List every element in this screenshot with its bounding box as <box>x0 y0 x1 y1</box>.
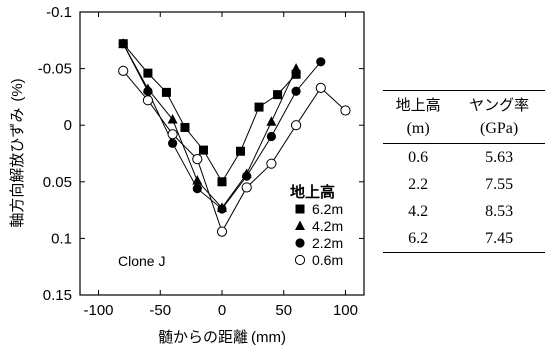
y-tick-label: -0.05 <box>38 61 72 78</box>
axis-ticks: -100 -50 0 50 100 -0.1 -0.05 0 0.05 0.1 0.15 <box>38 4 364 319</box>
series-2.2m <box>118 39 326 214</box>
cell-modulus: 8.53 <box>485 203 514 220</box>
x-axis-label-text: 髄からの距離 <box>158 328 248 346</box>
legend-label: 0.6m <box>312 252 343 268</box>
cell-height: 6.2 <box>383 225 454 253</box>
legend-label: 4.2m <box>312 218 343 234</box>
data-point <box>216 226 228 237</box>
legend-marker <box>295 238 305 248</box>
header-modulus: ヤング率 <box>453 90 545 117</box>
cell-modulus: 5.63 <box>485 149 514 166</box>
data-point <box>217 177 227 187</box>
legend-marker <box>294 254 306 266</box>
data-point <box>142 95 154 106</box>
x-axis-unit: (mm) <box>251 329 286 346</box>
y-tick-label: -0.1 <box>46 4 72 21</box>
x-tick-label: -100 <box>84 302 114 319</box>
legend-marker <box>295 220 305 230</box>
table-row: 6.2 7.45 <box>383 225 545 253</box>
clone-label: Clone J <box>118 253 165 269</box>
data-point <box>242 171 252 181</box>
data-point <box>254 102 264 112</box>
data-point <box>290 120 302 131</box>
strain-chart: -100 -50 0 50 100 -0.1 -0.05 0 0.05 0.1 0.15 地上高6.… <box>8 4 365 346</box>
y-axis-label: 軸方向解放ひずみ (%) <box>8 78 26 227</box>
x-tick-label: 100 <box>333 302 358 319</box>
data-point <box>291 63 302 73</box>
cell-height: 0.6 <box>408 149 429 166</box>
data-point <box>315 82 326 93</box>
data-point <box>180 122 190 132</box>
series-4.2m <box>118 38 302 212</box>
y-tick-label: 0.05 <box>43 174 72 191</box>
y-tick-label: 0 <box>64 117 72 134</box>
cell-modulus: 7.45 <box>453 225 545 253</box>
y-tick-label: 0.15 <box>43 287 72 304</box>
data-point <box>266 131 276 142</box>
data-point <box>266 158 277 169</box>
data-point <box>167 129 178 140</box>
data-point <box>143 86 153 96</box>
table-row: 2.2 7.55 <box>383 171 545 198</box>
data-point <box>217 204 227 214</box>
header-height: 地上高 <box>383 90 454 117</box>
x-tick-label: -50 <box>149 302 171 319</box>
data-point <box>118 39 128 49</box>
y-axis-unit: (%) <box>9 78 26 101</box>
cell-height: 4.2 <box>408 203 429 220</box>
series-line <box>122 70 346 233</box>
legend-label: 2.2m <box>312 235 343 251</box>
data-point <box>192 183 202 194</box>
data-point <box>168 138 178 148</box>
legend-label: 6.2m <box>312 201 343 217</box>
data-point <box>161 87 171 97</box>
data-point <box>291 86 301 96</box>
data-point <box>236 146 246 156</box>
cell-modulus: 7.55 <box>485 176 514 193</box>
data-point <box>192 175 203 185</box>
data-point <box>273 90 283 100</box>
header-modulus-unit: (GPa) <box>453 117 545 144</box>
legend-marker <box>295 204 305 214</box>
series-0.6m <box>118 65 351 237</box>
table-header-row-1: 地上高 ヤング率 <box>383 90 545 117</box>
data-point <box>143 68 153 78</box>
table-row: 4.2 8.53 <box>383 198 545 225</box>
data-point <box>316 57 326 67</box>
data-point <box>198 145 208 155</box>
header-height-unit: (m) <box>383 117 454 144</box>
x-tick-label: 0 <box>218 302 226 319</box>
series-layer <box>118 38 351 237</box>
youngs-modulus-table: 地上高 ヤング率 (m) (GPa) 0.6 5.63 2.2 7.55 4.2… <box>383 90 545 253</box>
y-axis-label-text: 軸方向解放ひずみ <box>8 108 26 228</box>
data-point <box>241 182 252 193</box>
cell-height: 2.2 <box>408 176 429 193</box>
youngs-modulus-table-container: 地上高 ヤング率 (m) (GPa) 0.6 5.63 2.2 7.55 4.2… <box>383 90 545 253</box>
x-tick-label: 50 <box>275 302 292 319</box>
x-axis-label: 髄からの距離 (mm) <box>158 328 286 346</box>
data-point <box>266 116 277 126</box>
data-point <box>340 105 351 116</box>
series-line <box>122 43 297 183</box>
data-point <box>118 65 129 76</box>
data-point <box>192 154 203 165</box>
legend-title: 地上高 <box>290 183 335 201</box>
y-tick-label: 0.1 <box>51 230 72 247</box>
data-point <box>291 69 301 79</box>
data-point <box>167 114 178 124</box>
table-header-row-2: (m) (GPa) <box>383 117 545 144</box>
table-row: 0.6 5.63 <box>383 144 545 172</box>
